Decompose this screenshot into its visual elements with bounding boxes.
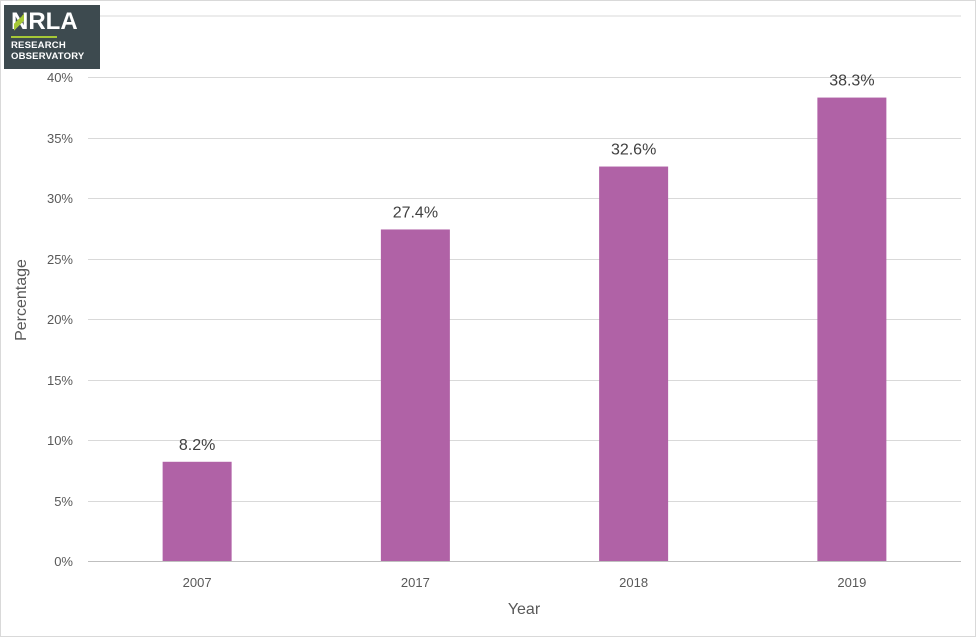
- y-axis-title: Percentage: [13, 259, 30, 341]
- x-tick-label: 2018: [619, 575, 648, 590]
- logo-line-observatory: OBSERVATORY: [11, 51, 85, 62]
- y-tick-label: 5%: [54, 494, 73, 509]
- y-tick-label: 10%: [47, 433, 73, 448]
- y-tick-label: 30%: [47, 191, 73, 206]
- bars: [162, 97, 887, 562]
- bar: [380, 229, 450, 561]
- y-tick-label: 35%: [47, 131, 73, 146]
- y-tick-label: 0%: [54, 554, 73, 569]
- x-tick-label: 2019: [837, 575, 866, 590]
- logo-slash-icon: [14, 12, 24, 32]
- x-tick-label: 2017: [401, 575, 430, 590]
- data-label: 38.3%: [829, 73, 874, 90]
- bar: [599, 166, 669, 562]
- y-tick-label: 15%: [47, 373, 73, 388]
- y-tick-label: 40%: [47, 70, 73, 85]
- x-axis-ticks: 2007 2017 2018 2019: [183, 575, 867, 590]
- y-tick-label: 25%: [47, 252, 73, 267]
- logo-line-research: RESEARCH: [11, 40, 66, 51]
- logo-wordmark: NRLA: [11, 9, 93, 35]
- bar: [817, 97, 887, 561]
- data-labels: 8.2% 27.4% 32.6% 38.3%: [179, 73, 875, 454]
- data-label: 8.2%: [179, 437, 215, 454]
- gridlines: [88, 15, 961, 562]
- x-axis-title: Year: [508, 601, 541, 618]
- bar: [162, 461, 232, 561]
- nrla-logo: NRLA RESEARCH OBSERVATORY: [4, 5, 100, 69]
- data-label: 32.6%: [611, 142, 656, 159]
- y-tick-label: 20%: [47, 312, 73, 327]
- x-tick-label: 2007: [183, 575, 212, 590]
- y-axis-ticks: 0% 5% 10% 15% 20% 25% 30% 35% 40%: [47, 70, 73, 569]
- logo-rule: [11, 36, 57, 38]
- data-label: 27.4%: [393, 204, 438, 221]
